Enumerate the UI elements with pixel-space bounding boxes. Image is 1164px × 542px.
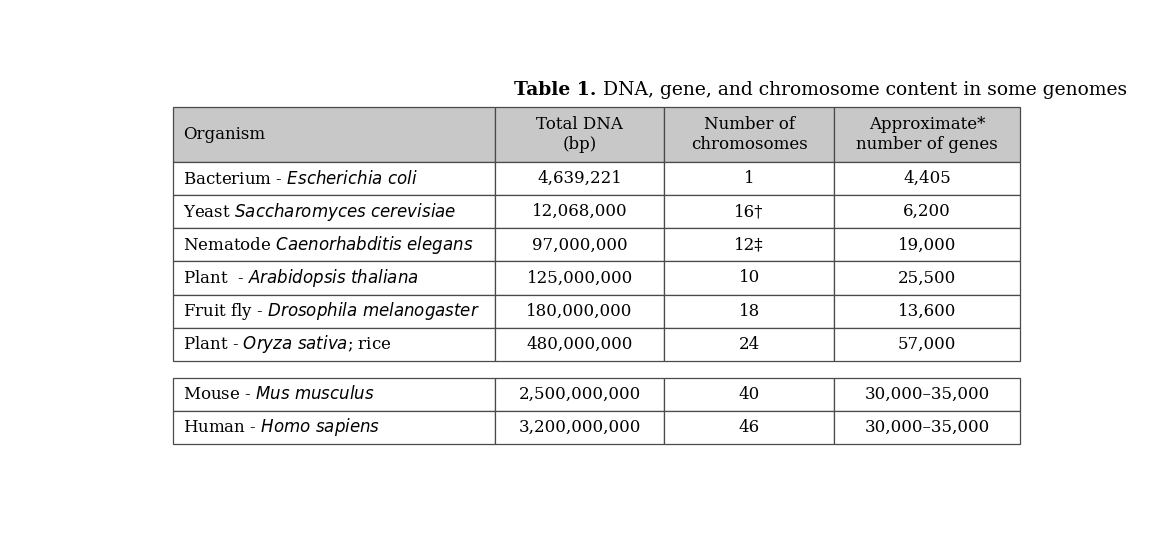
Bar <box>833 261 1021 294</box>
Text: 57,000: 57,000 <box>897 335 957 353</box>
Text: Total DNA
(bp): Total DNA (bp) <box>537 116 623 153</box>
Text: 6,200: 6,200 <box>903 203 951 220</box>
Bar <box>172 378 495 411</box>
Text: 18: 18 <box>738 302 760 320</box>
Text: Plant  - $\it{Arabidopsis\ thaliana}$: Plant - $\it{Arabidopsis\ thaliana}$ <box>183 267 419 289</box>
Text: 40: 40 <box>738 386 760 403</box>
Bar <box>172 228 495 261</box>
Text: 125,000,000: 125,000,000 <box>526 269 633 286</box>
Text: 4,405: 4,405 <box>903 170 951 187</box>
Text: Nematode $\it{Caenorhabditis\ elegans}$: Nematode $\it{Caenorhabditis\ elegans}$ <box>183 234 473 256</box>
Text: 30,000–35,000: 30,000–35,000 <box>865 419 989 436</box>
Bar <box>665 411 833 444</box>
Bar <box>495 162 665 195</box>
Text: 2,500,000,000: 2,500,000,000 <box>518 386 640 403</box>
Text: 3,200,000,000: 3,200,000,000 <box>518 419 640 436</box>
Bar <box>665 107 833 162</box>
Text: 480,000,000: 480,000,000 <box>526 335 633 353</box>
Text: Bacterium - $\it{Escherichia\ coli}$: Bacterium - $\it{Escherichia\ coli}$ <box>183 170 418 188</box>
Bar <box>495 228 665 261</box>
Bar <box>665 327 833 361</box>
Bar <box>172 261 495 294</box>
Bar <box>495 294 665 327</box>
Text: Human - $\it{Homo\ sapiens}$: Human - $\it{Homo\ sapiens}$ <box>183 416 379 438</box>
Bar <box>495 261 665 294</box>
Bar <box>172 294 495 327</box>
Text: DNA, gene, and chromosome content in some genomes: DNA, gene, and chromosome content in som… <box>597 81 1127 99</box>
Text: 97,000,000: 97,000,000 <box>532 236 627 253</box>
Bar <box>495 107 665 162</box>
Bar <box>833 327 1021 361</box>
Bar <box>172 107 495 162</box>
Bar <box>665 261 833 294</box>
Bar <box>833 162 1021 195</box>
Text: 19,000: 19,000 <box>897 236 957 253</box>
Text: Approximate*
number of genes: Approximate* number of genes <box>857 116 998 153</box>
Bar <box>495 195 665 228</box>
Text: Mouse - $\it{Mus\ musculus}$: Mouse - $\it{Mus\ musculus}$ <box>183 385 375 403</box>
Text: 4,639,221: 4,639,221 <box>537 170 622 187</box>
Text: 13,600: 13,600 <box>897 302 957 320</box>
Text: Yeast $\it{Saccharomyces\ cerevisiae}$: Yeast $\it{Saccharomyces\ cerevisiae}$ <box>183 201 456 223</box>
Bar <box>665 378 833 411</box>
Text: 25,500: 25,500 <box>899 269 957 286</box>
Bar <box>172 327 495 361</box>
Bar <box>495 411 665 444</box>
Bar <box>833 294 1021 327</box>
Bar <box>833 228 1021 261</box>
Bar <box>665 195 833 228</box>
Text: 10: 10 <box>738 269 760 286</box>
Bar <box>665 162 833 195</box>
Text: 16†: 16† <box>734 203 764 220</box>
Bar <box>833 195 1021 228</box>
Bar <box>495 327 665 361</box>
Text: Plant - $\it{Oryza\ sativa}$; rice: Plant - $\it{Oryza\ sativa}$; rice <box>183 333 391 355</box>
Bar <box>172 195 495 228</box>
Text: 12,068,000: 12,068,000 <box>532 203 627 220</box>
Bar <box>172 162 495 195</box>
Bar <box>833 107 1021 162</box>
Text: Number of
chromosomes: Number of chromosomes <box>690 116 808 153</box>
Bar <box>665 228 833 261</box>
Text: Fruit fly - $\it{Drosophila\ melanogaster}$: Fruit fly - $\it{Drosophila\ melanogaste… <box>183 300 480 322</box>
Text: 46: 46 <box>739 419 760 436</box>
Bar <box>665 294 833 327</box>
Bar <box>833 378 1021 411</box>
Bar <box>833 411 1021 444</box>
Text: 180,000,000: 180,000,000 <box>526 302 633 320</box>
Bar <box>172 411 495 444</box>
Text: 30,000–35,000: 30,000–35,000 <box>865 386 989 403</box>
Text: 12‡: 12‡ <box>734 236 764 253</box>
Text: 1: 1 <box>744 170 754 187</box>
Text: Organism: Organism <box>183 126 265 143</box>
Bar <box>495 378 665 411</box>
Text: 24: 24 <box>738 335 760 353</box>
Text: Table 1.: Table 1. <box>514 81 597 99</box>
